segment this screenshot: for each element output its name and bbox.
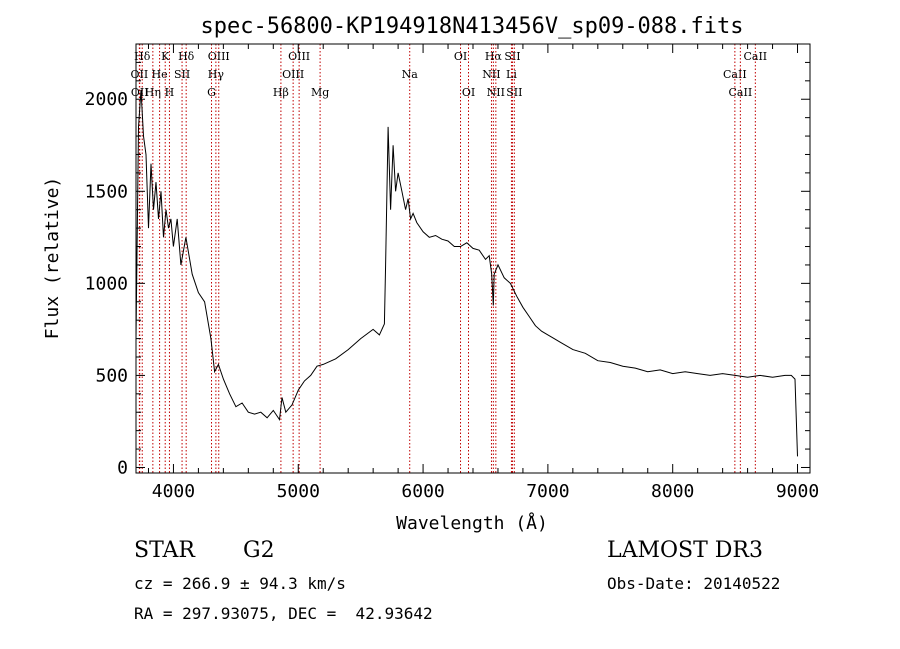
line-marker-label: G: [207, 86, 216, 99]
line-marker-label: Li: [506, 68, 517, 81]
line-marker-label: CaII: [729, 86, 753, 99]
line-marker-label: Mg: [311, 86, 329, 99]
x-tick-label: 8000: [651, 481, 694, 502]
y-axis: 0 500 1000 1500 2000: [85, 61, 810, 478]
plot-frame: [135, 43, 811, 474]
line-marker-label: Na: [402, 68, 419, 81]
y-axis-label: Flux (relative): [42, 177, 63, 340]
line-marker-label: NII: [487, 86, 505, 99]
object-subclass: G2: [243, 538, 275, 563]
line-marker-label: SII: [174, 68, 190, 81]
survey-name: LAMOST DR3: [607, 538, 763, 563]
line-marker-label: Hδ: [134, 50, 151, 63]
x-tick-label: 6000: [401, 481, 444, 502]
emission-line-markers: Hδ OII OII K He Hη Hδ SII H OIII Hγ G OIII OIII Hβ Mg Na…: [131, 44, 767, 473]
x-axis: 4000 5000 6000 7000 8000 9000: [147, 44, 819, 502]
chart-title: spec-56800-KP194918N413456V_sp09-088.fit…: [200, 14, 743, 39]
line-marker-label: OI: [462, 86, 475, 99]
y-tick-label: 0: [117, 457, 128, 478]
line-marker-label: OIII: [288, 50, 310, 63]
line-marker-label: OI: [454, 50, 467, 63]
line-marker-label: SII: [504, 50, 520, 63]
y-tick-label: 1500: [85, 181, 128, 202]
x-tick-label: 4000: [152, 481, 195, 502]
y-tick-label: 500: [95, 365, 128, 386]
line-marker-label: Hδ: [178, 50, 195, 63]
redshift-text: cz = 266.9 ± 94.3 km/s: [134, 574, 346, 593]
y-tick-label: 2000: [85, 89, 128, 110]
line-marker-label: CaII: [743, 50, 767, 63]
y-tick-label: 1000: [85, 273, 128, 294]
line-marker-label: OIII: [208, 50, 230, 63]
line-marker-label: NII: [482, 68, 500, 81]
line-marker-label: Hγ: [208, 68, 225, 81]
line-marker-label: H: [165, 86, 175, 99]
line-marker-label: He: [152, 68, 168, 81]
line-marker-label: OIII: [282, 68, 304, 81]
line-marker-label: SII: [506, 86, 522, 99]
obs-date-text: Obs-Date: 20140522: [607, 574, 781, 593]
x-tick-label: 9000: [776, 481, 819, 502]
line-marker-label: OII: [131, 86, 149, 99]
line-marker-label: Hη: [145, 86, 161, 99]
x-tick-label: 7000: [526, 481, 569, 502]
object-class: STAR: [134, 538, 195, 563]
line-marker-label: OII: [131, 68, 149, 81]
line-marker-label: K: [161, 50, 170, 63]
radec-text: RA = 297.93075, DEC = 42.93642: [134, 604, 433, 623]
line-marker-label: CaII: [723, 68, 747, 81]
line-marker-label: Hα: [485, 50, 503, 63]
x-axis-label: Wavelength (Å): [396, 512, 548, 534]
spectrum-line: [135, 89, 798, 457]
line-marker-label: Hβ: [273, 86, 289, 99]
x-tick-label: 5000: [277, 481, 320, 502]
